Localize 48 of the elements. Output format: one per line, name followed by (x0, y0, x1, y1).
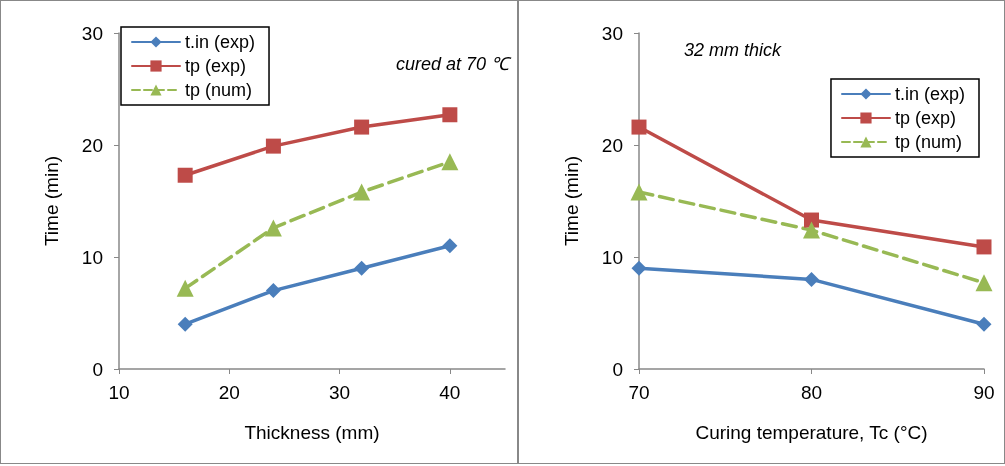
point (176, 279, 194, 297)
x-tick-label: 30 (329, 382, 351, 403)
y-tick-label: 20 (81, 134, 103, 156)
x-tick-label: 90 (973, 382, 995, 403)
y-axis-title: Time (min) (561, 155, 582, 247)
point (976, 239, 992, 255)
x-axis-title: Curing temperature, Tc (°C) (695, 422, 928, 443)
point (353, 183, 371, 201)
point (354, 260, 370, 276)
point (265, 283, 281, 299)
point (177, 167, 193, 183)
annotation: cured at 70 ℃ (395, 54, 512, 74)
point (976, 316, 992, 332)
point (442, 238, 458, 254)
point (354, 119, 370, 135)
y-tick-label: 30 (81, 22, 103, 44)
point (442, 107, 458, 123)
legend-label: t.in (exp) (185, 32, 256, 52)
x-tick-label: 80 (800, 382, 823, 403)
point (441, 153, 459, 171)
point (631, 260, 647, 276)
x-axis-title: Thickness (mm) (244, 422, 380, 443)
x-tick-label: 20 (218, 382, 240, 403)
y-tick-label: 10 (81, 246, 103, 268)
legend-label: tp (num) (185, 80, 253, 100)
point (803, 221, 820, 239)
legend-label: tp (exp) (185, 56, 247, 76)
point (630, 183, 648, 201)
legend-label: tp (exp) (894, 108, 957, 128)
point (265, 138, 281, 154)
point (975, 274, 993, 292)
y-axis-title: Time (min) (41, 155, 62, 247)
x-tick-label: 10 (108, 382, 130, 403)
y-tick-label: 20 (601, 134, 623, 156)
point (177, 316, 193, 332)
x-tick-label: 40 (439, 382, 461, 403)
legend-label: tp (num) (894, 132, 963, 152)
annotation: 32 mm thick (684, 40, 783, 60)
point (264, 219, 282, 237)
x-tick-label: 70 (628, 382, 650, 403)
y-tick-label: 30 (601, 22, 623, 44)
point (804, 212, 819, 228)
point (804, 271, 819, 287)
y-tick-label: 0 (92, 358, 103, 380)
y-tick-label: 10 (601, 246, 623, 268)
point (631, 119, 647, 135)
legend-label: t.in (exp) (894, 84, 966, 104)
y-tick-label: 0 (612, 358, 623, 380)
